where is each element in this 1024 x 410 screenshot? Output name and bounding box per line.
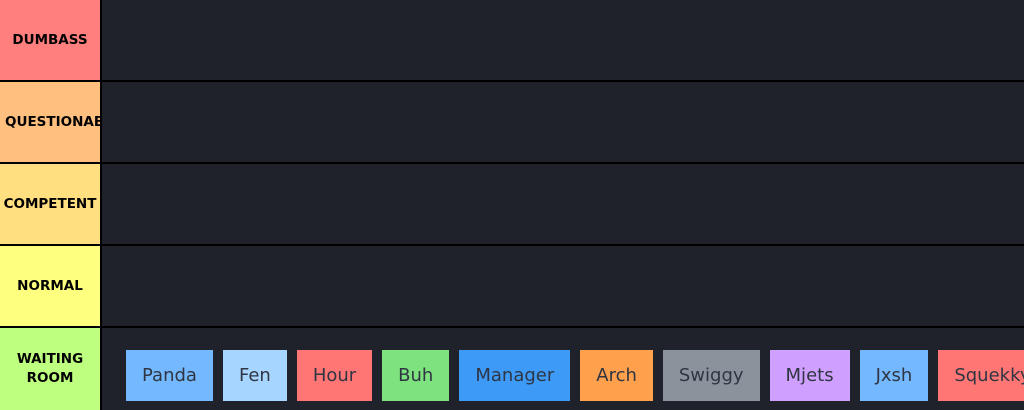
tier-dropzone[interactable]: [102, 164, 1024, 244]
tier-row: NORMAL: [0, 246, 1024, 326]
tier-row: WAITING ROOM Panda Fen Hour Buh Manager Arch Sw…: [0, 328, 1024, 410]
tier-label[interactable]: DUMBASS: [0, 0, 100, 80]
tier-label[interactable]: COMPETENT: [0, 164, 100, 244]
tier-row: DUMBASS: [0, 0, 1024, 80]
tier-row: COMPETENT: [0, 164, 1024, 244]
tier-item[interactable]: Manager: [459, 350, 571, 401]
tier-label[interactable]: NORMAL: [0, 246, 100, 326]
tier-label[interactable]: QUESTIONABLE: [0, 82, 100, 162]
tier-item[interactable]: Swiggy: [662, 350, 760, 401]
tier-item[interactable]: Jxsh: [859, 350, 929, 401]
tier-item[interactable]: Panda: [126, 350, 213, 401]
tier-item[interactable]: Squekky: [938, 350, 1024, 401]
tier-item[interactable]: Mjets: [769, 350, 850, 401]
tier-item[interactable]: Hour: [296, 350, 373, 401]
tier-dropzone[interactable]: [102, 82, 1024, 162]
tier-dropzone[interactable]: [102, 246, 1024, 326]
tier-dropzone[interactable]: Panda Fen Hour Buh Manager Arch Swiggy Mjets Jxs…: [102, 328, 1024, 410]
tier-item[interactable]: Buh: [382, 350, 450, 401]
tier-label[interactable]: WAITING ROOM: [0, 328, 100, 410]
tier-item[interactable]: Fen: [222, 350, 287, 401]
tier-row: QUESTIONABLE: [0, 82, 1024, 162]
tier-dropzone[interactable]: [102, 0, 1024, 80]
tier-item[interactable]: Arch: [580, 350, 653, 401]
